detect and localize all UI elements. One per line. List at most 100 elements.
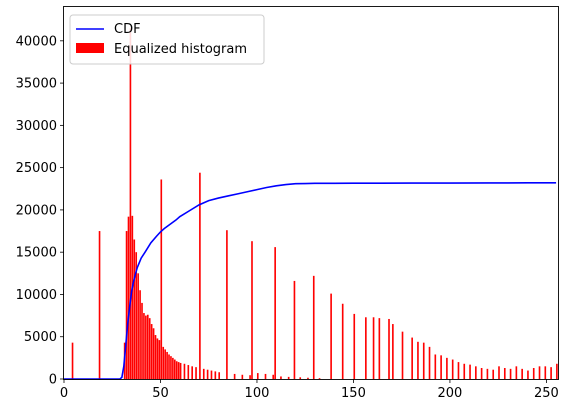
histogram-bar bbox=[299, 377, 302, 379]
histogram-bar bbox=[401, 331, 404, 379]
y-tick-label: 20000 bbox=[16, 203, 57, 218]
histogram-bar bbox=[162, 346, 165, 379]
histogram-bar bbox=[133, 239, 136, 379]
x-tick-label: 50 bbox=[152, 386, 169, 401]
histogram-bar bbox=[195, 367, 197, 379]
x-tick-label: 150 bbox=[341, 386, 366, 401]
histogram-bar bbox=[280, 376, 282, 379]
histogram-bar bbox=[451, 359, 454, 379]
histogram-bar bbox=[135, 252, 138, 379]
histogram-bar bbox=[318, 378, 321, 379]
histogram-bar bbox=[71, 342, 74, 379]
histogram-bar bbox=[365, 317, 367, 379]
histogram-bar bbox=[125, 231, 128, 379]
histogram-bar bbox=[137, 273, 139, 379]
histogram-bar bbox=[179, 362, 182, 379]
x-tick-label: 100 bbox=[245, 386, 270, 401]
histogram-bar bbox=[544, 366, 547, 379]
x-tick-label: 0 bbox=[60, 386, 68, 401]
histogram-bar bbox=[469, 364, 471, 379]
legend-cdf-label: CDF bbox=[114, 22, 141, 37]
histogram-bar bbox=[226, 230, 228, 379]
histogram-bar bbox=[446, 357, 448, 379]
y-tick-label: 35000 bbox=[16, 77, 57, 92]
histogram-bar bbox=[463, 363, 466, 379]
histogram-bar bbox=[164, 349, 166, 379]
legend-histogram-swatch bbox=[76, 43, 104, 53]
histogram-bar bbox=[503, 368, 506, 379]
histogram-bar bbox=[307, 377, 309, 379]
histogram-bar bbox=[251, 241, 253, 379]
histogram-bar bbox=[434, 354, 437, 379]
histogram-bar bbox=[183, 363, 186, 379]
histogram-bar bbox=[172, 357, 174, 379]
histogram-bar bbox=[532, 368, 535, 379]
histogram-bar bbox=[422, 342, 425, 379]
histogram-bar bbox=[199, 172, 201, 379]
histogram-bar bbox=[154, 335, 157, 379]
histogram-bar bbox=[131, 215, 134, 379]
y-tick-label: 5000 bbox=[24, 330, 57, 345]
legend: CDF Equalized histogram bbox=[69, 14, 265, 65]
histogram-bar bbox=[158, 340, 161, 379]
y-tick-label: 0 bbox=[49, 373, 57, 388]
histogram-bar bbox=[287, 376, 290, 379]
y-tick-label: 15000 bbox=[16, 246, 57, 261]
histogram-bar bbox=[218, 372, 221, 379]
histogram-bar bbox=[145, 315, 147, 379]
histogram-bar bbox=[148, 318, 151, 379]
x-axis-ticks: 0 50 100 150 200 250 bbox=[60, 379, 559, 401]
histogram-bar bbox=[372, 317, 375, 379]
histogram-bar bbox=[166, 351, 168, 379]
histogram-bar bbox=[160, 179, 163, 379]
y-tick-label: 30000 bbox=[16, 119, 57, 134]
histogram-bar bbox=[241, 374, 244, 379]
histogram-bar bbox=[150, 324, 153, 379]
plot-frame bbox=[63, 6, 559, 380]
histogram-bar bbox=[168, 354, 170, 379]
histogram-bar bbox=[152, 328, 155, 379]
histogram-bar bbox=[272, 374, 275, 379]
y-tick-label: 40000 bbox=[16, 34, 57, 49]
histogram-bar bbox=[98, 231, 101, 379]
histogram-bar bbox=[457, 362, 460, 379]
histogram-bar bbox=[388, 318, 390, 379]
histogram-bar bbox=[256, 373, 259, 379]
histogram-bar bbox=[392, 324, 394, 379]
histogram-bar bbox=[170, 356, 172, 379]
histogram-bar bbox=[202, 368, 205, 379]
histogram-bar bbox=[210, 370, 213, 379]
histogram-bar bbox=[214, 371, 217, 379]
histogram-bar bbox=[417, 341, 419, 379]
histogram-bar bbox=[440, 355, 442, 379]
histogram-bar bbox=[312, 275, 315, 379]
histogram-bar bbox=[191, 366, 193, 379]
legend-box bbox=[69, 14, 265, 65]
legend-histogram-label: Equalized histogram bbox=[114, 42, 247, 57]
histogram-bar bbox=[175, 361, 178, 379]
histogram-bar bbox=[550, 367, 552, 379]
histogram-bar bbox=[521, 368, 523, 379]
histogram-bar bbox=[156, 338, 159, 379]
histogram-bar bbox=[492, 369, 495, 379]
histogram-bar bbox=[173, 359, 176, 379]
y-tick-label: 25000 bbox=[16, 161, 57, 176]
histogram-bar bbox=[378, 318, 381, 379]
y-axis-ticks: 0 5000 10000 15000 20000 25000 30000 35000 40000 bbox=[16, 34, 64, 388]
histogram-bar bbox=[353, 313, 356, 379]
histogram-bar bbox=[249, 375, 251, 379]
cdf-line bbox=[64, 182, 557, 380]
histogram-bar bbox=[177, 362, 180, 379]
histogram-bar bbox=[143, 313, 145, 379]
histogram-bar bbox=[206, 369, 209, 379]
histogram-bar bbox=[515, 366, 518, 379]
histogram-bar bbox=[475, 366, 477, 379]
histogram-bar bbox=[141, 302, 143, 379]
histogram-bar bbox=[411, 337, 413, 379]
histogram-bar bbox=[146, 314, 149, 379]
histogram-bar bbox=[139, 290, 141, 379]
histogram-bar bbox=[264, 373, 267, 379]
histogram-bar bbox=[274, 247, 276, 379]
histogram-bar bbox=[293, 280, 296, 379]
